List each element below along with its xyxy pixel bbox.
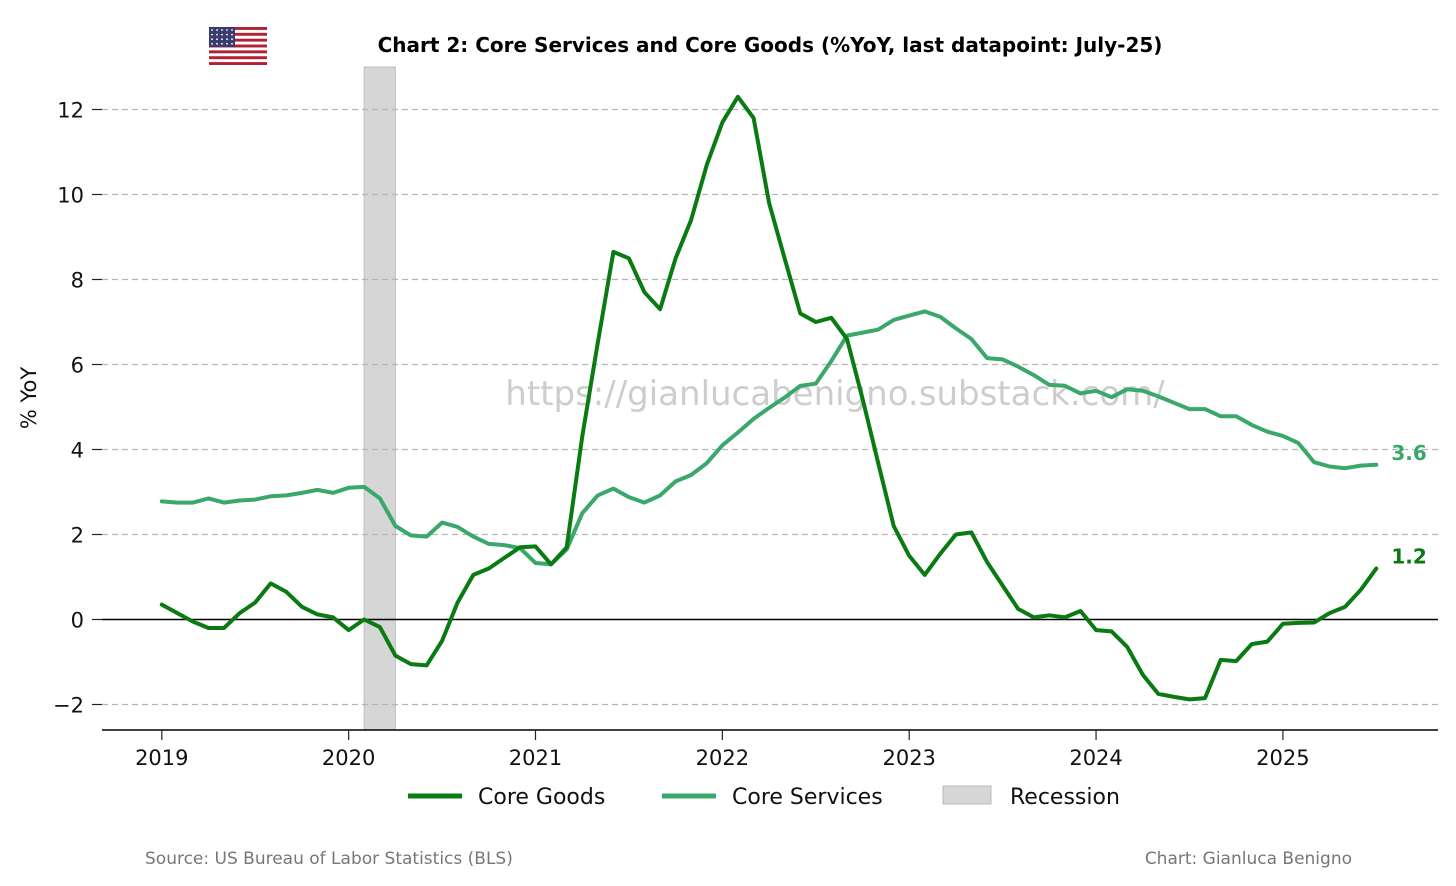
x-tick-label: 2019 xyxy=(135,746,188,770)
footer-source: Source: US Bureau of Labor Statistics (B… xyxy=(145,849,513,869)
x-tick-label: 2024 xyxy=(1069,746,1122,770)
legend: Core Goods Core Services Recession xyxy=(408,785,1120,810)
y-tick-label: 8 xyxy=(71,269,84,293)
y-tick-label: 10 xyxy=(57,184,84,208)
legend-label-core-goods: Core Goods xyxy=(478,785,605,810)
footer-credit: Chart: Gianluca Benigno xyxy=(1145,849,1352,869)
legend-label-recession: Recession xyxy=(1010,785,1120,810)
x-tick-label: 2021 xyxy=(509,746,562,770)
chart-title: Chart 2: Core Services and Core Goods (%… xyxy=(378,33,1163,57)
end-label-core-goods: 1.2 xyxy=(1391,545,1426,569)
us-flag-icon xyxy=(209,27,267,65)
y-tick-label: 4 xyxy=(71,439,84,463)
y-axis-title: % YoY xyxy=(17,367,41,430)
y-tick-label: 2 xyxy=(71,524,84,548)
y-tick-label: 12 xyxy=(57,99,84,123)
legend-label-core-services: Core Services xyxy=(732,785,883,810)
y-tick-label: 6 xyxy=(71,354,84,378)
series-line-core-goods xyxy=(159,94,1379,702)
x-tick-label: 2022 xyxy=(696,746,749,770)
x-tick-label: 2025 xyxy=(1256,746,1309,770)
y-tick-label: 0 xyxy=(71,609,84,633)
legend-swatch-recession xyxy=(942,785,992,805)
end-label-core-services: 3.6 xyxy=(1391,441,1426,465)
x-tick-label: 2023 xyxy=(882,746,935,770)
x-tick-label: 2020 xyxy=(322,746,375,770)
y-tick-label: −2 xyxy=(53,694,84,718)
series-line-core-services xyxy=(159,309,1379,567)
watermark-text: https://gianlucabenigno.substack.com/ xyxy=(505,374,1165,414)
